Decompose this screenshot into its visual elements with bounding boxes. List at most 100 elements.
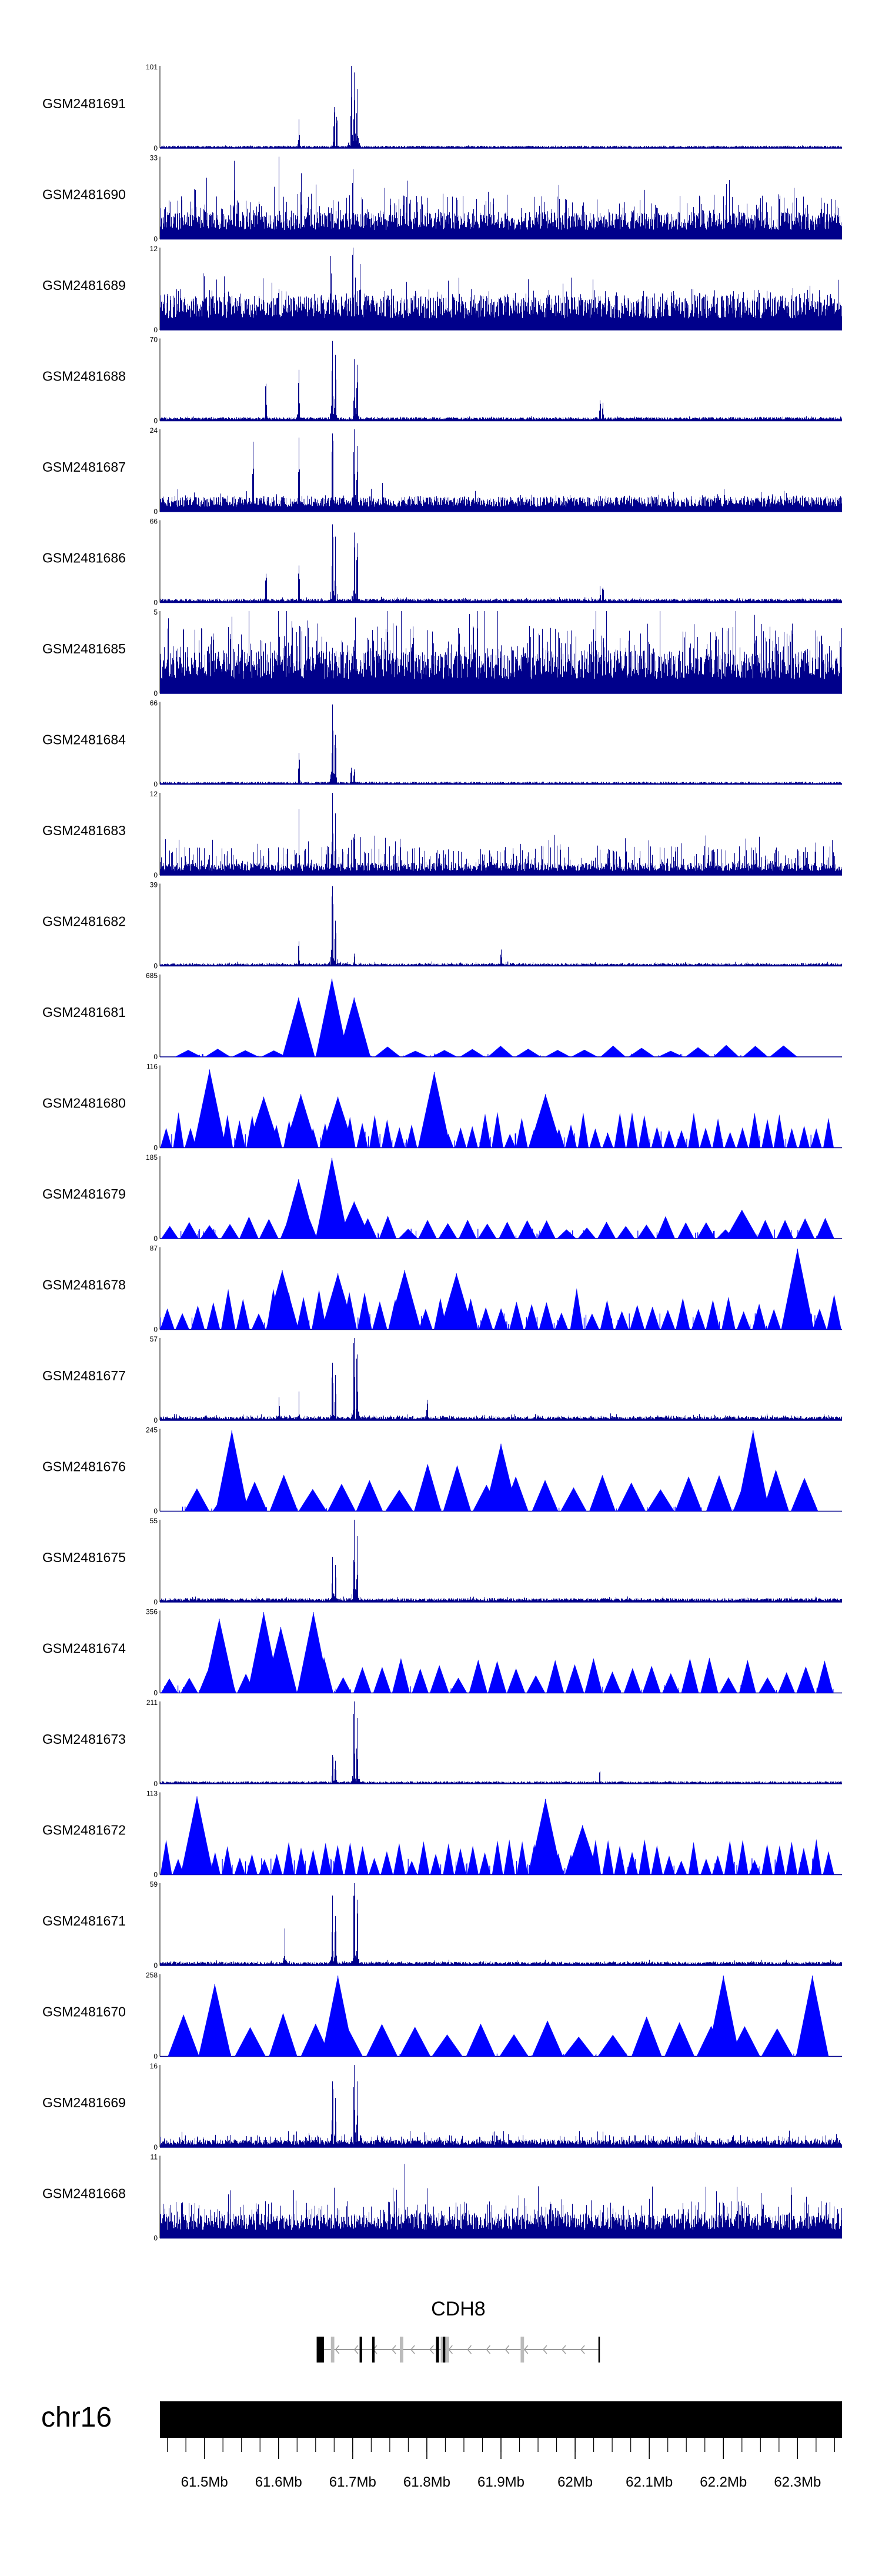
track-label: GSM2481672	[42, 1823, 126, 1838]
strand-arrow	[505, 2345, 510, 2354]
x-tick-label: 61.8Mb	[403, 2474, 450, 2490]
track-label: GSM2481685	[42, 641, 126, 656]
coverage-area	[160, 1796, 834, 1875]
track-GSM2481676: GSM2481676 245 0	[42, 1426, 842, 1516]
track-label: GSM2481675	[42, 1550, 126, 1565]
track-GSM2481687: GSM2481687 24 0	[42, 426, 842, 516]
track-label: GSM2481678	[42, 1277, 126, 1293]
y-min-label: 0	[153, 326, 158, 334]
x-tick-label: 62.1Mb	[626, 2474, 673, 2490]
track-GSM2481684: GSM2481684 66 0	[42, 699, 842, 789]
strand-arrow	[429, 2345, 434, 2354]
track-label: GSM2481683	[42, 823, 126, 838]
strand-arrow	[410, 2345, 415, 2354]
coverage-signal	[160, 1883, 842, 1966]
gene-annotation-track: CDH8	[316, 2298, 600, 2363]
strand-arrow	[467, 2345, 472, 2354]
track-GSM2481691: GSM2481691 101 0	[42, 63, 842, 152]
strand-arrow	[335, 2345, 340, 2354]
strand-arrow	[392, 2345, 396, 2354]
track-label: GSM2481682	[42, 914, 126, 929]
x-tick-label: 61.5Mb	[181, 2474, 228, 2490]
y-min-label: 0	[153, 1144, 158, 1152]
track-GSM2481689: GSM2481689 12 0	[42, 245, 842, 334]
track-label: GSM2481670	[42, 2004, 126, 2020]
coverage-tracks: GSM24816911010GSM2481690330GSM2481689120…	[42, 63, 842, 2243]
y-min-label: 0	[153, 962, 158, 970]
strand-arrow	[486, 2345, 491, 2354]
y-min-label: 0	[153, 871, 158, 879]
track-GSM2481675: GSM2481675 55 0	[42, 1517, 842, 1606]
track-label: GSM2481668	[42, 2186, 126, 2201]
y-min-label: 0	[153, 599, 158, 607]
y-max-label: 116	[146, 1063, 158, 1071]
y-max-label: 33	[150, 154, 158, 162]
coverage-signal	[160, 1520, 842, 1602]
coverage-signal	[160, 2164, 842, 2238]
chromosome-bar	[160, 2401, 842, 2438]
track-label: GSM2481686	[42, 550, 126, 566]
y-min-label: 0	[153, 689, 158, 698]
y-max-label: 57	[150, 1335, 158, 1343]
track-GSM2481671: GSM2481671 59 0	[42, 1880, 842, 1970]
exon	[436, 2337, 439, 2363]
coverage-signal	[160, 248, 842, 330]
y-max-label: 39	[150, 881, 158, 889]
coverage-area	[160, 1069, 834, 1148]
track-GSM2481674: GSM2481674 356 0	[42, 1608, 842, 1697]
x-tick-label: 62.3Mb	[774, 2474, 821, 2490]
coverage-spikes	[168, 1069, 832, 1148]
coverage-area	[168, 1976, 829, 2057]
coverage-spikes	[178, 1976, 824, 2057]
track-GSM2481682: GSM2481682 39 0	[42, 881, 842, 970]
coverage-area	[161, 1157, 834, 1239]
coverage-signal	[160, 429, 842, 512]
y-min-label: 0	[153, 144, 158, 152]
y-min-label: 0	[153, 1507, 158, 1516]
track-label: GSM2481674	[42, 1641, 126, 1656]
exon	[443, 2337, 446, 2363]
track-GSM2481678: GSM2481678 87 0	[42, 1244, 842, 1334]
gene-model	[316, 2337, 600, 2363]
y-min-label: 0	[153, 508, 158, 516]
coverage-signal	[160, 793, 842, 875]
strand-arrow	[353, 2345, 359, 2354]
coverage-spikes	[178, 979, 797, 1057]
coverage-signal	[160, 156, 842, 239]
y-max-label: 66	[150, 699, 158, 708]
x-tick-label: 61.6Mb	[255, 2474, 302, 2490]
gene-label: CDH8	[431, 2298, 486, 2320]
track-GSM2481690: GSM2481690 33 0	[42, 154, 842, 243]
y-max-label: 12	[150, 790, 158, 798]
y-min-label: 0	[153, 1780, 158, 1788]
y-max-label: 356	[146, 1608, 158, 1616]
y-max-label: 185	[146, 1153, 158, 1162]
y-min-label: 0	[153, 1416, 158, 1424]
chromosome-label: chr16	[41, 2402, 112, 2433]
strand-arrow	[580, 2345, 585, 2354]
coverage-spikes	[164, 1612, 834, 1693]
track-label: GSM2481671	[42, 1913, 126, 1928]
track-GSM2481683: GSM2481683 12 0	[42, 790, 842, 879]
track-GSM2481669: GSM2481669 16 0	[42, 2062, 842, 2151]
coverage-signal	[160, 1338, 842, 1420]
coverage-signal	[160, 886, 842, 966]
y-min-label: 0	[153, 2234, 158, 2243]
y-max-label: 66	[150, 518, 158, 526]
y-min-label: 0	[153, 2053, 158, 2061]
y-max-label: 59	[150, 1880, 158, 1888]
y-min-label: 0	[153, 2143, 158, 2151]
chromosome-ideogram: chr16	[41, 2401, 842, 2438]
y-max-label: 245	[146, 1426, 158, 1434]
track-GSM2481685: GSM2481685 5 0	[42, 608, 842, 698]
y-min-label: 0	[153, 1598, 158, 1606]
x-tick-label: 61.7Mb	[329, 2474, 376, 2490]
y-min-label: 0	[153, 1871, 158, 1879]
coverage-signal	[160, 66, 842, 148]
y-max-label: 16	[150, 2062, 158, 2070]
track-GSM2481670: GSM2481670 258 0	[42, 1971, 842, 2061]
coverage-signal	[160, 611, 842, 693]
coverage-signal	[160, 704, 842, 785]
coverage-area	[175, 979, 798, 1057]
